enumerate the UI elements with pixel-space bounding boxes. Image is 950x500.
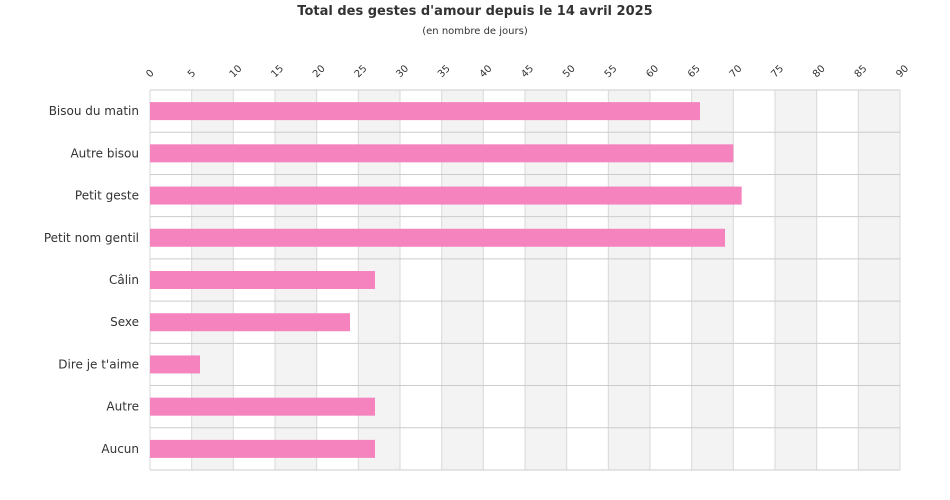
bar — [150, 313, 350, 332]
bar — [150, 439, 375, 458]
category-label: Autre bisou — [70, 146, 139, 160]
bar — [150, 144, 734, 163]
x-tick-label: 80 — [811, 63, 828, 80]
category-label: Petit nom gentil — [44, 231, 139, 245]
category-label: Dire je t'aime — [58, 357, 139, 371]
x-tick-label: 15 — [269, 63, 286, 80]
category-label: Câlin — [109, 273, 139, 287]
x-tick-label: 85 — [853, 63, 870, 80]
category-labels: Bisou du matin Autre bisou Petit geste Peti… — [44, 104, 139, 456]
x-tick-label: 5 — [186, 68, 198, 80]
x-tick-label: 65 — [686, 63, 703, 80]
chart-subtitle: (en nombre de jours) — [422, 26, 528, 37]
x-axis-ticks: 0 5 10 15 20 25 30 35 40 45 50 55 60 65 70 75 80 85 90 — [144, 63, 911, 80]
x-tick-label: 45 — [519, 63, 536, 80]
category-label: Aucun — [101, 442, 139, 456]
x-tick-label: 20 — [311, 63, 328, 80]
category-label: Bisou du matin — [49, 104, 139, 118]
chart-title: Total des gestes d'amour depuis le 14 av… — [297, 4, 652, 19]
bar — [150, 397, 375, 416]
category-label: Autre — [106, 400, 139, 414]
x-tick-label: 50 — [561, 63, 578, 80]
x-tick-label: 55 — [603, 63, 620, 80]
x-tick-label: 90 — [894, 63, 911, 80]
x-tick-label: 25 — [353, 63, 370, 80]
x-tick-label: 35 — [436, 63, 453, 80]
bar — [150, 102, 700, 121]
bars — [150, 102, 742, 458]
x-tick-label: 60 — [644, 63, 661, 80]
background-band — [775, 90, 817, 470]
bar — [150, 355, 200, 374]
x-tick-label: 40 — [478, 63, 495, 80]
bar — [150, 186, 742, 205]
bar — [150, 271, 375, 289]
category-label: Petit geste — [75, 189, 139, 203]
bar — [150, 228, 725, 247]
x-tick-label: 75 — [769, 63, 786, 80]
x-tick-label: 70 — [728, 63, 745, 80]
x-tick-label: 30 — [394, 63, 411, 80]
category-label: Sexe — [110, 315, 139, 329]
x-tick-label: 10 — [228, 63, 245, 80]
x-tick-label: 0 — [144, 68, 156, 80]
background-band — [858, 90, 900, 470]
